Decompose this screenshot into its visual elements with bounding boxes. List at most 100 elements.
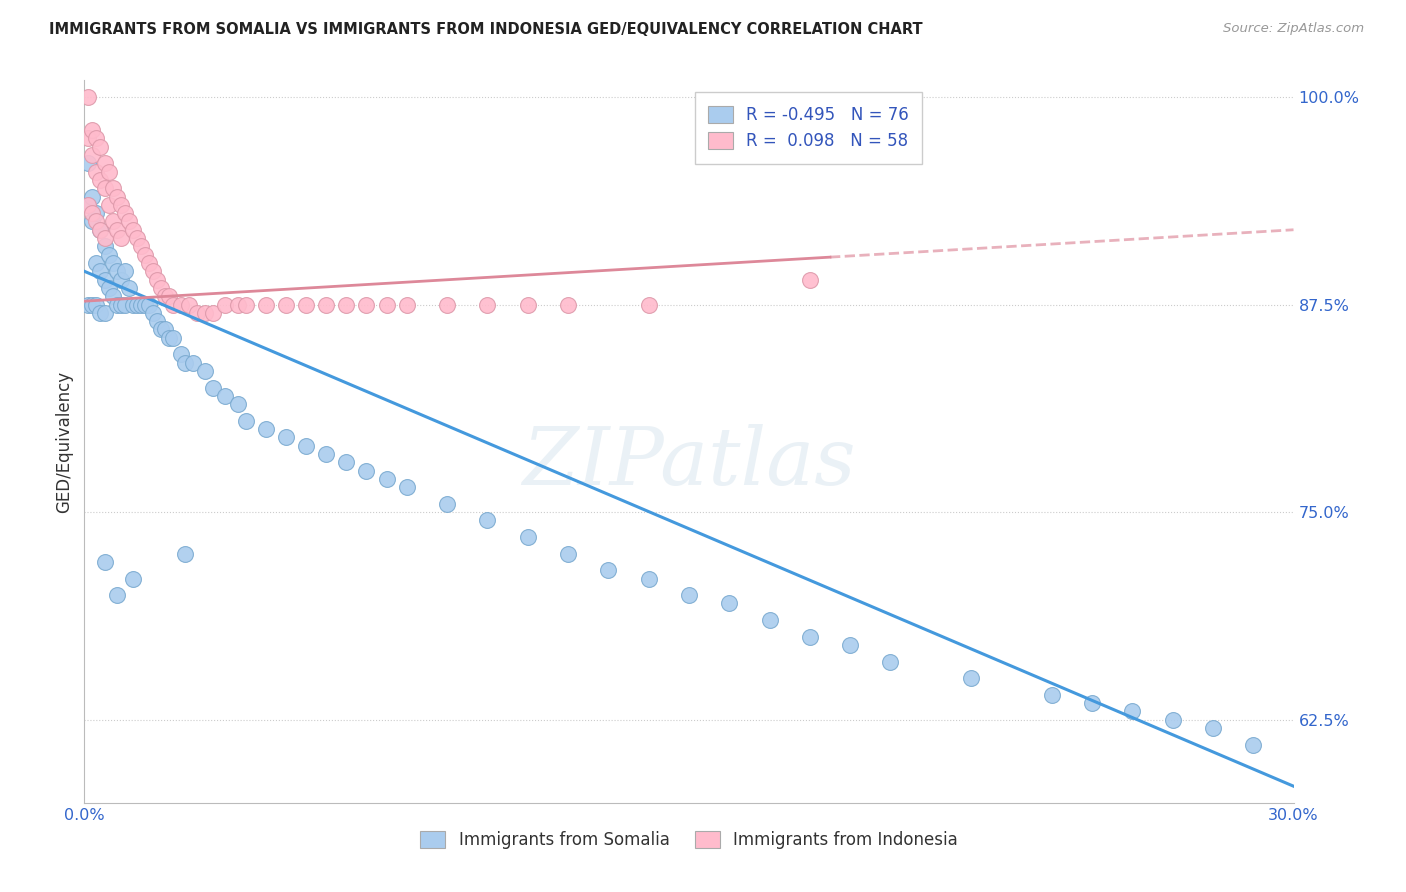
- Point: [82, 148, 104, 162]
- Point: [110, 231, 132, 245]
- Point: [194, 364, 217, 378]
- Point: [678, 588, 700, 602]
- Point: [375, 472, 398, 486]
- Y-axis label: GED/Equivalency: GED/Equivalency: [55, 370, 73, 513]
- Point: [97, 164, 120, 178]
- Point: [235, 414, 257, 428]
- Point: [110, 198, 132, 212]
- Point: [274, 297, 297, 311]
- Point: [118, 214, 141, 228]
- Point: [134, 297, 156, 311]
- Point: [436, 297, 458, 311]
- Point: [758, 613, 780, 627]
- Point: [93, 156, 115, 170]
- Point: [839, 638, 862, 652]
- Point: [146, 272, 169, 286]
- Point: [960, 671, 983, 685]
- Point: [97, 198, 120, 212]
- Point: [557, 547, 579, 561]
- Point: [105, 223, 128, 237]
- Point: [149, 322, 172, 336]
- Point: [179, 297, 201, 311]
- Point: [77, 297, 100, 311]
- Point: [101, 256, 124, 270]
- Point: [1161, 713, 1184, 727]
- Point: [799, 272, 821, 286]
- Point: [89, 139, 111, 153]
- Point: [93, 555, 115, 569]
- Point: [157, 289, 180, 303]
- Point: [170, 297, 193, 311]
- Point: [194, 306, 217, 320]
- Point: [82, 297, 104, 311]
- Point: [295, 297, 318, 311]
- Point: [121, 572, 143, 586]
- Point: [149, 281, 172, 295]
- Point: [142, 306, 165, 320]
- Point: [295, 439, 318, 453]
- Point: [254, 297, 277, 311]
- Point: [129, 239, 152, 253]
- Point: [89, 173, 111, 187]
- Point: [202, 306, 225, 320]
- Point: [157, 331, 180, 345]
- Point: [226, 397, 249, 411]
- Point: [77, 198, 100, 212]
- Point: [235, 297, 257, 311]
- Point: [110, 297, 132, 311]
- Point: [138, 297, 160, 311]
- Point: [134, 248, 156, 262]
- Point: [93, 272, 115, 286]
- Point: [142, 264, 165, 278]
- Point: [82, 189, 104, 203]
- Point: [121, 297, 143, 311]
- Point: [226, 297, 249, 311]
- Text: ZIPatlas: ZIPatlas: [522, 425, 856, 502]
- Point: [557, 297, 579, 311]
- Point: [254, 422, 277, 436]
- Point: [86, 256, 108, 270]
- Point: [97, 248, 120, 262]
- Point: [77, 131, 100, 145]
- Point: [637, 572, 659, 586]
- Point: [93, 231, 115, 245]
- Point: [82, 206, 104, 220]
- Point: [516, 530, 538, 544]
- Point: [118, 281, 141, 295]
- Point: [82, 214, 104, 228]
- Point: [89, 223, 111, 237]
- Text: Source: ZipAtlas.com: Source: ZipAtlas.com: [1223, 22, 1364, 36]
- Point: [718, 597, 741, 611]
- Legend: Immigrants from Somalia, Immigrants from Indonesia: Immigrants from Somalia, Immigrants from…: [413, 824, 965, 856]
- Point: [105, 264, 128, 278]
- Point: [101, 214, 124, 228]
- Point: [86, 164, 108, 178]
- Point: [315, 447, 337, 461]
- Point: [77, 156, 100, 170]
- Point: [214, 389, 236, 403]
- Point: [315, 297, 337, 311]
- Point: [86, 297, 108, 311]
- Point: [97, 281, 120, 295]
- Point: [101, 181, 124, 195]
- Point: [375, 297, 398, 311]
- Point: [89, 306, 111, 320]
- Point: [138, 256, 160, 270]
- Point: [93, 181, 115, 195]
- Point: [82, 123, 104, 137]
- Point: [274, 430, 297, 444]
- Point: [356, 464, 378, 478]
- Point: [202, 380, 225, 394]
- Point: [146, 314, 169, 328]
- Point: [356, 297, 378, 311]
- Point: [125, 297, 148, 311]
- Point: [121, 223, 143, 237]
- Point: [1040, 688, 1063, 702]
- Point: [93, 306, 115, 320]
- Point: [335, 297, 357, 311]
- Point: [162, 331, 184, 345]
- Point: [153, 322, 176, 336]
- Point: [174, 356, 197, 370]
- Point: [335, 455, 357, 469]
- Point: [1241, 738, 1264, 752]
